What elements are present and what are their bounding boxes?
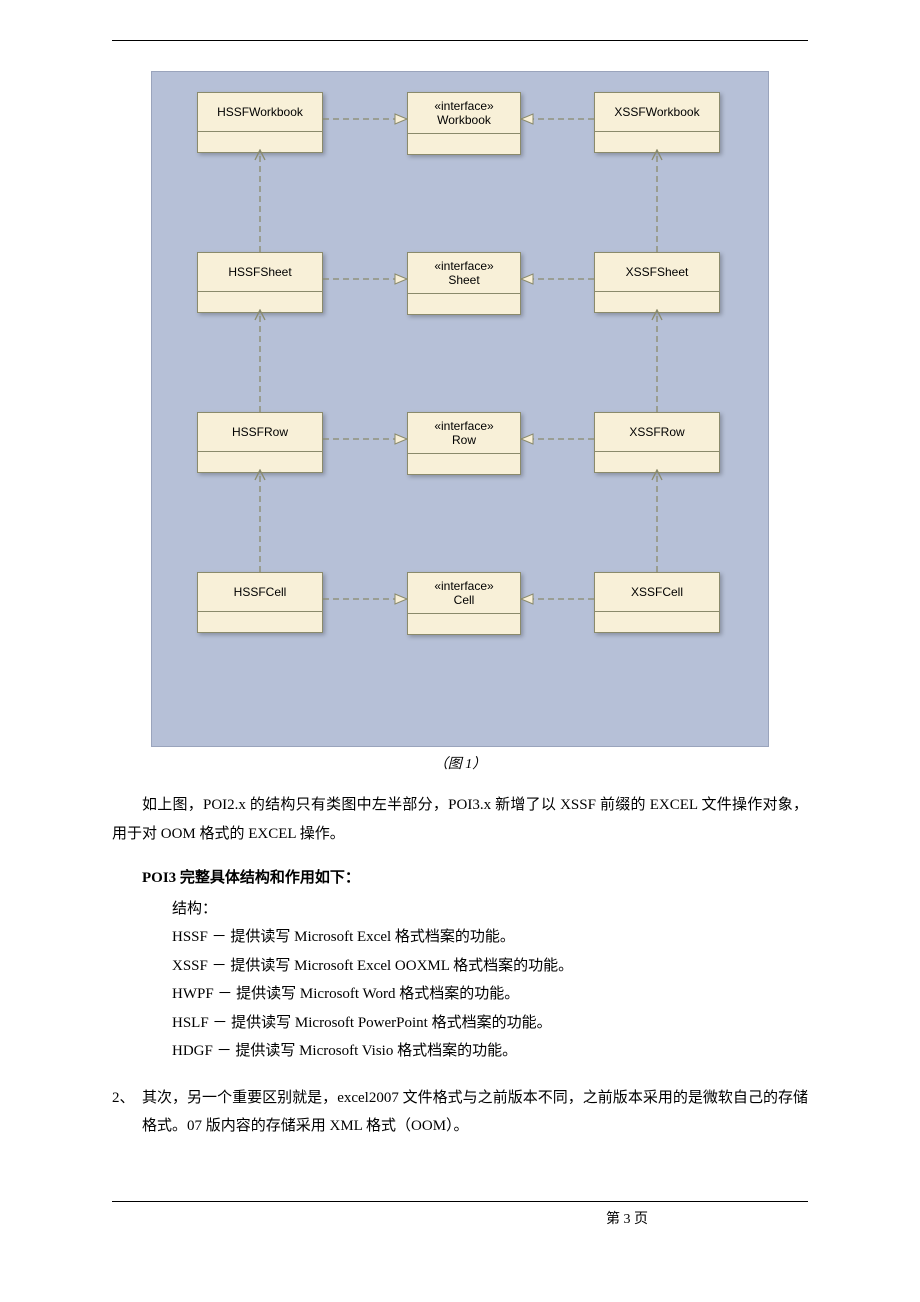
struct-line: HDGF － 提供读写 Microsoft Visio 格式档案的功能。 <box>172 1037 808 1066</box>
diagram-caption: （图 1） <box>151 747 769 791</box>
node-label: HSSFSheet <box>202 265 318 279</box>
node-stereotype: «interface» <box>434 99 493 113</box>
node-label: XSSFWorkbook <box>599 105 715 119</box>
node-interface-row: «interface» Row <box>407 412 521 475</box>
node-label: XSSFRow <box>599 425 715 439</box>
node-xssf-sheet: XSSFSheet <box>594 252 720 313</box>
node-label: Sheet <box>412 273 516 287</box>
node-interface-cell: «interface» Cell <box>407 572 521 635</box>
struct-line: HWPF － 提供读写 Microsoft Word 格式档案的功能。 <box>172 980 808 1009</box>
numbered-item-text: 其次，另一个重要区别就是，excel2007 文件格式与之前版本不同，之前版本采… <box>142 1084 808 1141</box>
node-hssf-workbook: HSSFWorkbook <box>197 92 323 153</box>
paragraph-1: 如上图，POI2.x 的结构只有类图中左半部分，POI3.x 新增了以 XSSF… <box>112 791 808 848</box>
node-stereotype: «interface» <box>434 259 493 273</box>
node-hssf-cell: HSSFCell <box>197 572 323 633</box>
uml-connectors <box>152 72 770 748</box>
node-label: XSSFSheet <box>599 265 715 279</box>
struct-list: 结构： HSSF － 提供读写 Microsoft Excel 格式档案的功能。… <box>112 895 808 1066</box>
struct-line: HSLF － 提供读写 Microsoft PowerPoint 格式档案的功能… <box>172 1009 808 1038</box>
node-label: Workbook <box>412 113 516 127</box>
top-rule <box>112 40 808 41</box>
numbered-item-num: 2、 <box>112 1084 142 1141</box>
node-interface-workbook: «interface» Workbook <box>407 92 521 155</box>
node-label: HSSFRow <box>202 425 318 439</box>
struct-label: 结构： <box>172 895 808 924</box>
node-stereotype: «interface» <box>434 419 493 433</box>
node-label: Row <box>412 433 516 447</box>
node-xssf-cell: XSSFCell <box>594 572 720 633</box>
struct-line: HSSF － 提供读写 Microsoft Excel 格式档案的功能。 <box>172 923 808 952</box>
node-interface-sheet: «interface» Sheet <box>407 252 521 315</box>
node-hssf-sheet: HSSFSheet <box>197 252 323 313</box>
node-stereotype: «interface» <box>434 579 493 593</box>
section-heading: POI3 完整具体结构和作用如下： <box>112 864 808 893</box>
uml-diagram-wrap: HSSFWorkbook «interface» Workbook XSSFWo… <box>151 71 769 791</box>
node-label: XSSFCell <box>599 585 715 599</box>
uml-diagram: HSSFWorkbook «interface» Workbook XSSFWo… <box>151 71 769 747</box>
node-xssf-row: XSSFRow <box>594 412 720 473</box>
node-hssf-row: HSSFRow <box>197 412 323 473</box>
numbered-item-2: 2、 其次，另一个重要区别就是，excel2007 文件格式与之前版本不同，之前… <box>112 1084 808 1141</box>
node-xssf-workbook: XSSFWorkbook <box>594 92 720 153</box>
node-label: HSSFWorkbook <box>202 105 318 119</box>
node-label: HSSFCell <box>202 585 318 599</box>
page-footer: 第 3 页 <box>112 1201 808 1228</box>
node-label: Cell <box>412 593 516 607</box>
struct-line: XSSF － 提供读写 Microsoft Excel OOXML 格式档案的功… <box>172 952 808 981</box>
